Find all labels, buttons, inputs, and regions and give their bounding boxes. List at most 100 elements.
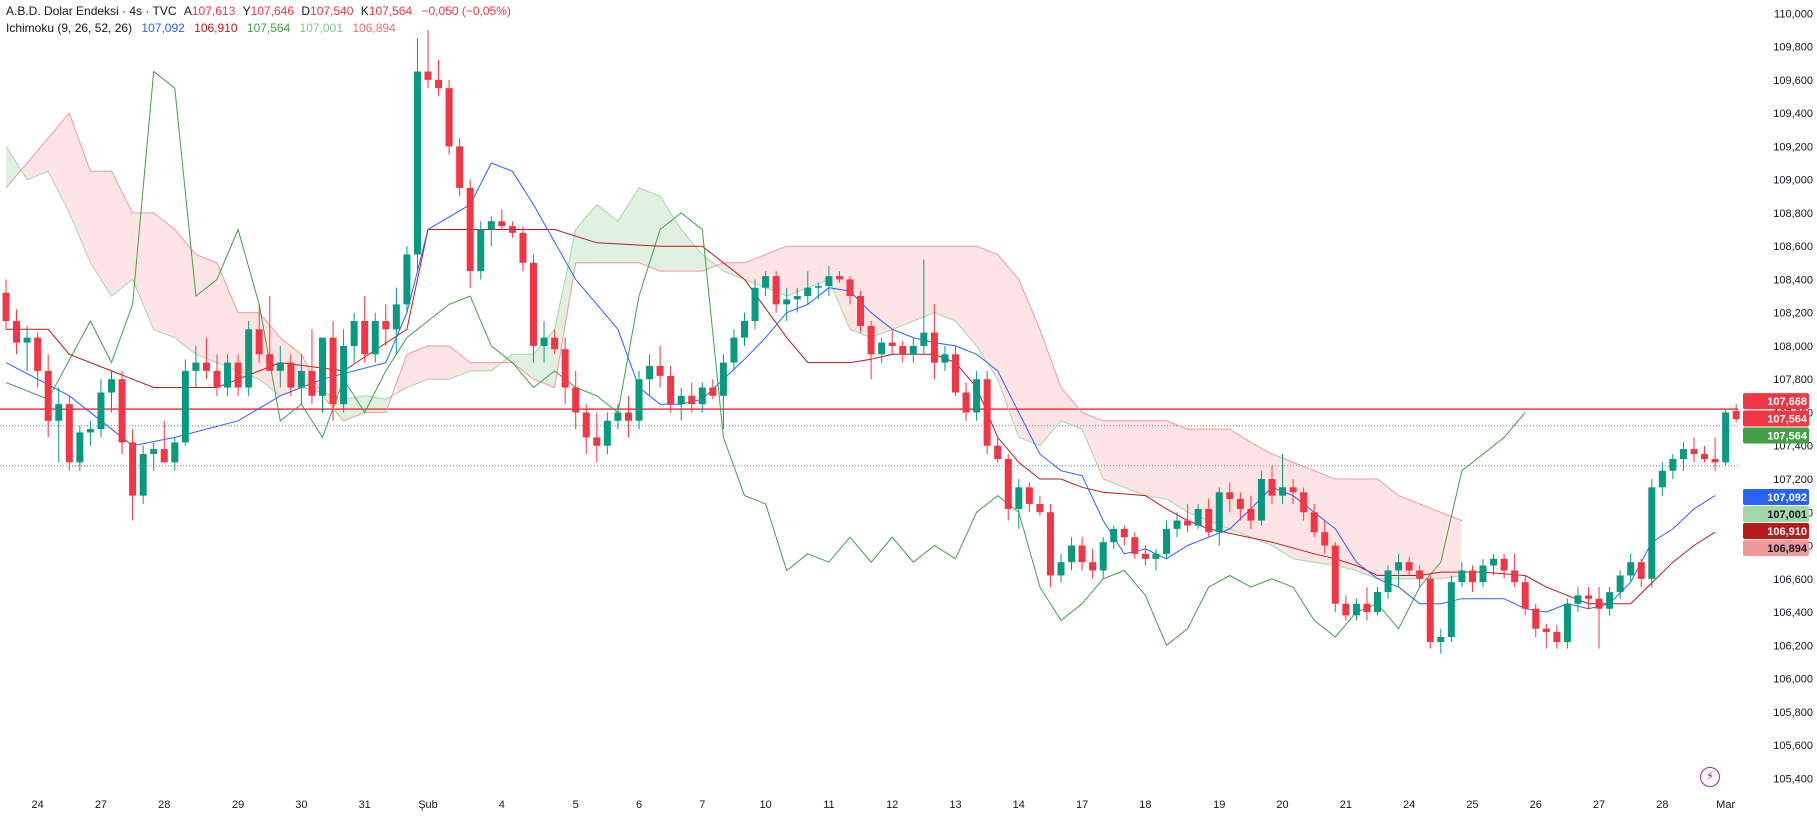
symbol-legend[interactable]: A.B.D. Dolar Endeksi · 4s · TVC A107,613…: [6, 3, 511, 19]
candle: [1669, 454, 1677, 479]
senkou-span-b-line: [5, 112, 1463, 522]
candle: [1405, 557, 1413, 576]
candle: [1226, 482, 1234, 513]
time-tick-label: 12: [886, 799, 898, 811]
price-tags: 107,668 107,564 107,564 107,092 107,001 106,9…: [1743, 393, 1809, 556]
candle: [487, 216, 495, 247]
price-lines: [0, 408, 1738, 467]
candle: [245, 321, 253, 396]
candle: [888, 329, 896, 355]
candle: [308, 329, 316, 405]
candle: [1468, 565, 1476, 593]
candle: [192, 345, 200, 388]
candle: [1131, 532, 1139, 559]
open-key: A: [183, 4, 192, 18]
candle: [1595, 587, 1603, 649]
candle: [688, 382, 696, 413]
indicator-legend[interactable]: Ichimoku (9, 26, 52, 26) 107,092 106,910…: [6, 20, 396, 36]
price-tick-label: 107,800: [1773, 374, 1813, 386]
candle: [1679, 442, 1687, 471]
candle: [1236, 492, 1244, 521]
kijun-value: 106,910: [194, 21, 238, 35]
candle: [1173, 512, 1181, 538]
lightning-icon[interactable]: ⚡: [1700, 767, 1720, 787]
time-tick-label: 26: [1530, 799, 1542, 811]
candle: [1490, 553, 1498, 576]
candle: [97, 379, 105, 438]
candle: [1363, 587, 1371, 621]
price-tag: 107,092: [1743, 488, 1809, 505]
candle: [255, 304, 263, 363]
candle: [994, 437, 1002, 463]
tenkan-sen-line: [5, 162, 1716, 613]
price-tick-label: 108,200: [1773, 308, 1813, 320]
svg-text:107,564: 107,564: [1767, 413, 1808, 425]
svg-text:106,910: 106,910: [1767, 526, 1807, 538]
candle: [572, 370, 580, 430]
svg-text:107,668: 107,668: [1767, 396, 1807, 408]
time-tick-label: 11: [823, 799, 834, 811]
candle: [1089, 548, 1097, 579]
price-tag: 107,564: [1743, 427, 1809, 444]
time-tick-label: 6: [636, 799, 642, 811]
svg-text:107,092: 107,092: [1767, 492, 1807, 504]
candle: [266, 296, 274, 371]
candle: [909, 337, 917, 363]
candle: [1542, 623, 1550, 649]
candle: [1078, 537, 1086, 571]
candle: [1426, 575, 1434, 649]
candle: [44, 354, 52, 438]
time-tick-label: 31: [359, 799, 371, 811]
low-key: D: [301, 4, 311, 18]
chikou-span-line: [5, 70, 1526, 647]
time-tick-label: 28: [1656, 799, 1668, 811]
candle: [519, 226, 527, 272]
high-value: 107,646: [250, 4, 294, 18]
candle: [952, 345, 959, 396]
candle: [287, 354, 295, 396]
candle: [804, 271, 812, 305]
candle: [751, 279, 759, 330]
candle: [445, 79, 453, 155]
candle: [1606, 587, 1614, 616]
time-axis[interactable]: 24 27 28 29 30 31 Şub 4 5 6 7 10 11 12 13 14 17 18 19 20 21 2…: [32, 799, 1736, 811]
candle: [1500, 553, 1508, 579]
symbol-title[interactable]: A.B.D. Dolar Endeksi · 4s · TVC: [6, 4, 177, 18]
price-tick-label: 105,800: [1773, 707, 1813, 719]
price-tick-label: 106,000: [1773, 674, 1813, 686]
candle: [224, 354, 232, 396]
candle: [1279, 454, 1287, 504]
indicator-name[interactable]: Ichimoku (9, 26, 52, 26): [6, 21, 133, 35]
candle: [1521, 575, 1529, 616]
span-b-value: 106,894: [352, 21, 396, 35]
time-tick-label: 29: [232, 799, 244, 811]
candle: [1658, 462, 1666, 496]
candlesticks: [2, 29, 1740, 654]
time-tick-label: 25: [1466, 799, 1478, 811]
time-tick-label: 24: [32, 799, 44, 811]
candle: [350, 312, 358, 363]
candle: [846, 276, 854, 305]
svg-text:107,564: 107,564: [1767, 430, 1808, 442]
candle: [424, 29, 432, 89]
time-tick-label: 5: [573, 799, 579, 811]
price-tick-label: 109,400: [1773, 108, 1813, 120]
candle: [1141, 545, 1149, 566]
cloud-bullish: [6, 146, 22, 188]
candle: [108, 370, 115, 413]
time-tick-label: Şub: [418, 799, 438, 811]
time-tick-label: 7: [699, 799, 705, 811]
time-tick-label: 14: [1013, 799, 1025, 811]
candle: [878, 337, 886, 363]
candle: [55, 387, 63, 463]
candle: [1163, 520, 1170, 559]
candle: [1110, 525, 1118, 549]
candle: [1268, 465, 1276, 504]
tenkan-value: 107,092: [141, 21, 185, 35]
price-tick-label: 109,800: [1773, 42, 1813, 54]
candle: [150, 442, 158, 471]
time-tick-label: 17: [1076, 799, 1088, 811]
candle: [603, 412, 611, 455]
candle: [814, 282, 822, 300]
